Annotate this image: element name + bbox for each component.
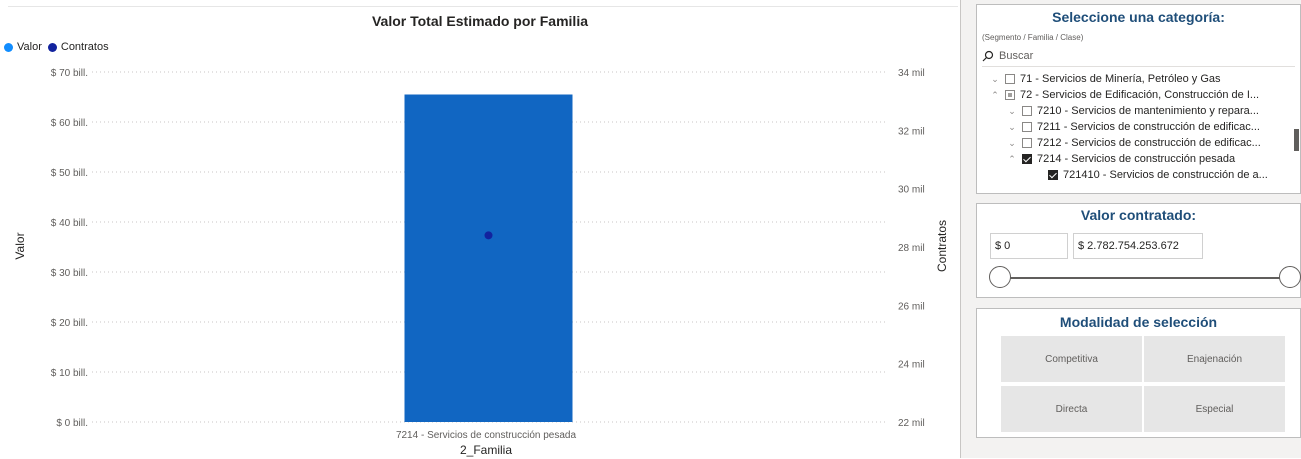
- category-label: 7214 - Servicios de construcción pesada: [396, 430, 577, 441]
- category-slicer-subtitle: (Segmento / Familia / Clase): [982, 33, 1084, 42]
- checkbox-unchecked[interactable]: [1022, 106, 1032, 116]
- scrollbar-thumb[interactable]: [1294, 129, 1299, 151]
- y-right-tick-label: 28 mil: [898, 243, 925, 254]
- option-enajenacion[interactable]: Enajenación: [1144, 336, 1285, 382]
- y-tick-label: $ 60 bill.: [51, 118, 88, 129]
- category-slicer: Seleccione una categoría: (Segmento / Fa…: [976, 4, 1301, 194]
- value-slicer-title: Valor contratado:: [1080, 207, 1197, 223]
- combo-chart[interactable]: $ 0 bill. $ 10 bill. $ 20 bill. $ 30 bill. $…: [0, 0, 960, 458]
- checkbox-partial[interactable]: [1005, 90, 1015, 100]
- y-tick-label: $ 40 bill.: [51, 218, 88, 229]
- chevron-down-icon[interactable]: ⌄: [1008, 105, 1016, 116]
- y-right-tick-label: 22 mil: [898, 418, 925, 429]
- legend-valor-marker: [4, 42, 13, 52]
- tree-item-7212[interactable]: ⌄ 7212 - Servicios de construcción de ed…: [1007, 137, 1261, 149]
- value-slicer: Valor contratado: $ 0 $ 2.782.754.253.67…: [976, 203, 1301, 298]
- tree-item-label: 71 - Servicios de Minería, Petróleo y Ga…: [1020, 73, 1221, 85]
- bar-valor[interactable]: [404, 94, 573, 423]
- tree-item-71[interactable]: ⌄ 71 - Servicios de Minería, Petróleo y …: [990, 73, 1221, 85]
- y-tick-label: $ 70 bill.: [51, 68, 88, 79]
- y-right-tick-label: 34 mil: [898, 68, 925, 79]
- chevron-up-icon[interactable]: ⌃: [991, 89, 999, 100]
- x-axis-title: 2_Familia: [460, 443, 512, 457]
- range-slider-track[interactable]: [1002, 277, 1280, 279]
- y-axis-title-left: Valor: [13, 232, 27, 259]
- modality-slicer: Modalidad de selección Competitiva Enaje…: [976, 308, 1301, 438]
- tree-item-label: 7211 - Servicios de construcción de edif…: [1037, 121, 1260, 133]
- y-tick-label: $ 0 bill.: [56, 418, 88, 429]
- max-value-input[interactable]: $ 2.782.754.253.672: [1073, 233, 1203, 259]
- legend-valor-label: Valor: [17, 41, 42, 53]
- search-box[interactable]: Buscar: [982, 50, 1033, 62]
- y-axis-title-right: Contratos: [935, 220, 949, 272]
- y-right-tick-label: 24 mil: [898, 360, 925, 371]
- tree-item-7210[interactable]: ⌄ 7210 - Servicios de mantenimiento y re…: [1007, 105, 1259, 117]
- option-directa[interactable]: Directa: [1001, 386, 1142, 432]
- tree-item-label: 7212 - Servicios de construcción de edif…: [1037, 137, 1261, 149]
- category-slicer-title: Seleccione una categoría:: [1052, 9, 1225, 25]
- chevron-down-icon[interactable]: ⌄: [1008, 121, 1016, 132]
- chevron-up-icon[interactable]: ⌃: [1008, 153, 1016, 164]
- range-slider-max-handle[interactable]: [1279, 266, 1301, 288]
- chart-panel: Valor Total Estimado por Familia Valor C…: [0, 0, 960, 459]
- y-tick-label: $ 20 bill.: [51, 318, 88, 329]
- tree-item-label: 72 - Servicios de Edificación, Construcc…: [1020, 89, 1260, 101]
- y-right-tick-label: 32 mil: [898, 126, 925, 137]
- y-right-tick-label: 30 mil: [898, 185, 925, 196]
- checkbox-unchecked[interactable]: [1005, 74, 1015, 84]
- tree-item-721410[interactable]: 721410 - Servicios de construcción de a.…: [1048, 169, 1268, 181]
- chart-border: [8, 6, 958, 459]
- legend-contratos-label: Contratos: [60, 41, 109, 53]
- filters-panel: Seleccione una categoría: (Segmento / Fa…: [968, 0, 1301, 458]
- checkbox-unchecked[interactable]: [1022, 138, 1032, 148]
- tree-item-label: 721410 - Servicios de construcción de a.…: [1063, 169, 1268, 181]
- checkbox-unchecked[interactable]: [1022, 122, 1032, 132]
- modality-slicer-title: Modalidad de selección: [1059, 314, 1218, 330]
- y-tick-label: $ 30 bill.: [51, 268, 88, 279]
- chart-legend[interactable]: Valor Contratos: [4, 41, 109, 53]
- y-right-tick-label: 26 mil: [898, 301, 925, 312]
- checkbox-checked[interactable]: [1048, 170, 1058, 180]
- tree-item-label: 7214 - Servicios de construcción pesada: [1037, 153, 1236, 165]
- chart-title: Valor Total Estimado por Familia: [371, 13, 588, 29]
- search-input[interactable]: Buscar: [999, 50, 1034, 62]
- search-icon: [982, 50, 994, 62]
- y-tick-label: $ 50 bill.: [51, 168, 88, 179]
- checkbox-checked[interactable]: [1022, 154, 1032, 164]
- option-competitiva[interactable]: Competitiva: [1001, 336, 1142, 382]
- tree-item-7214[interactable]: ⌃ 7214 - Servicios de construcción pesad…: [1007, 153, 1235, 165]
- range-slider-min-handle[interactable]: [989, 266, 1011, 288]
- legend-contratos-marker: [47, 42, 57, 52]
- option-especial[interactable]: Especial: [1144, 386, 1285, 432]
- tree-item-72[interactable]: ⌃ 72 - Servicios de Edificación, Constru…: [990, 89, 1259, 101]
- point-contratos[interactable]: [484, 231, 493, 240]
- y-tick-label: $ 10 bill.: [51, 368, 88, 379]
- tree-item-7211[interactable]: ⌄ 7211 - Servicios de construcción de ed…: [1007, 121, 1260, 133]
- chevron-down-icon[interactable]: ⌄: [1008, 137, 1016, 148]
- panel-divider: [960, 0, 969, 458]
- tree-item-label: 7210 - Servicios de mantenimiento y repa…: [1037, 105, 1259, 117]
- chevron-down-icon[interactable]: ⌄: [991, 73, 999, 84]
- min-value-input[interactable]: $ 0: [990, 233, 1068, 259]
